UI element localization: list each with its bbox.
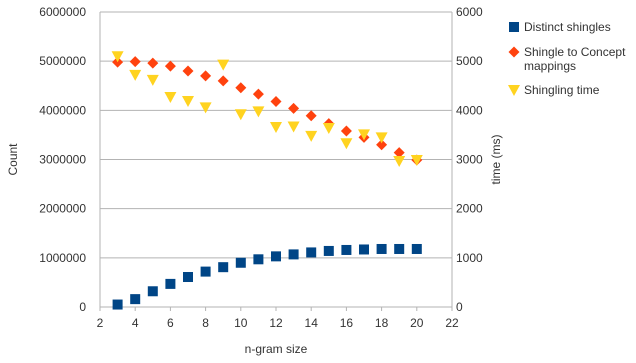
x-tick-label: 4 (132, 316, 139, 330)
x-tick-label: 18 (375, 316, 389, 330)
data-point (393, 155, 406, 167)
y2-tick-label: 6000 (456, 5, 483, 19)
data-point (322, 123, 335, 135)
data-point (147, 57, 159, 69)
data-point (376, 139, 388, 151)
y2-tick-label: 3000 (456, 153, 483, 167)
legend-item: Shingle to Concept mappings (508, 45, 626, 73)
data-point (164, 60, 176, 72)
y-tick-label: 5000000 (39, 54, 86, 68)
data-point (183, 272, 193, 283)
data-point (270, 95, 282, 107)
data-point (200, 70, 212, 82)
y-tick-label: 0 (79, 300, 86, 314)
data-point (340, 125, 352, 137)
data-point (252, 106, 265, 118)
series-distinct-shingles (112, 243, 422, 310)
legend-swatch (508, 85, 520, 96)
axes (99, 12, 453, 311)
data-point (147, 286, 158, 297)
x-tick-label: 14 (305, 316, 319, 330)
y-axis-title: Count (6, 143, 20, 176)
legend-swatch (508, 46, 520, 58)
data-point (270, 122, 282, 134)
data-point (305, 110, 317, 122)
data-point (376, 243, 387, 254)
data-point (129, 56, 141, 68)
data-point (130, 294, 141, 305)
legend-label: Shingling time (524, 83, 600, 97)
data-point (112, 299, 123, 310)
data-point (323, 245, 334, 256)
data-point (164, 92, 177, 104)
data-point (200, 266, 211, 277)
data-point (393, 147, 405, 159)
data-point (146, 74, 159, 86)
data-point (271, 251, 281, 262)
x-tick-label: 6 (167, 316, 174, 330)
data-point (129, 69, 142, 81)
data-point (199, 102, 212, 114)
data-point (252, 88, 264, 100)
data-point (358, 129, 370, 141)
x-tick-label: 16 (340, 316, 354, 330)
y2-tick-label: 0 (456, 300, 463, 314)
data-point (359, 244, 369, 255)
x-tick-label: 8 (202, 316, 209, 330)
data-point (182, 95, 194, 107)
y-tick-label: 1000000 (39, 251, 86, 265)
data-point (217, 59, 230, 71)
y-tick-label: 6000000 (39, 5, 86, 19)
y2-tick-label: 5000 (456, 54, 483, 68)
data-point (165, 278, 176, 289)
data-point (340, 138, 353, 150)
y2-tick-label: 4000 (456, 103, 483, 117)
data-point (375, 132, 388, 144)
x-tick-label: 10 (234, 316, 248, 330)
legend-label: Shingle to Concept mappings (524, 45, 626, 73)
y2-tick-label: 2000 (456, 202, 483, 216)
data-point (410, 154, 423, 166)
data-point (218, 262, 229, 273)
legend-label: Distinct shingles (524, 20, 611, 34)
data-marks (111, 51, 423, 310)
y2-axis-title: time (ms) (489, 135, 503, 185)
data-point (305, 130, 318, 142)
x-tick-label: 20 (410, 316, 424, 330)
data-point (288, 102, 300, 114)
legend-item: Shingling time (508, 83, 600, 97)
data-point (288, 249, 299, 260)
data-point (235, 257, 246, 268)
data-point (394, 243, 405, 254)
y-tick-label: 3000000 (39, 153, 86, 167)
series-shingling-time (111, 51, 423, 167)
data-point (253, 254, 264, 265)
grid-lines (100, 11, 452, 259)
x-tick-label: 22 (445, 316, 459, 330)
data-point (287, 121, 300, 133)
data-point (306, 247, 317, 258)
data-point (411, 243, 422, 254)
y-tick-label: 4000000 (39, 103, 86, 117)
y2-tick-label: 1000 (456, 251, 483, 265)
y-tick-label: 2000000 (39, 202, 86, 216)
legend-swatch (509, 22, 519, 32)
x-axis-title: n-gram size (245, 342, 308, 356)
x-tick-label: 2 (97, 316, 104, 330)
legend: Distinct shingles Shingle to Concept mappi… (508, 20, 626, 97)
data-point (111, 51, 124, 63)
legend-item: Distinct shingles (509, 20, 611, 34)
data-point (235, 82, 247, 94)
series-shingle-to-concept-mappings (112, 56, 423, 166)
data-point (182, 65, 194, 77)
data-point (234, 109, 247, 121)
x-tick-label: 12 (269, 316, 283, 330)
data-point (217, 75, 229, 87)
tick-labels: 0 1000000 2000000 3000000 4000000 5000000 6000… (39, 5, 483, 330)
data-point (341, 244, 352, 255)
